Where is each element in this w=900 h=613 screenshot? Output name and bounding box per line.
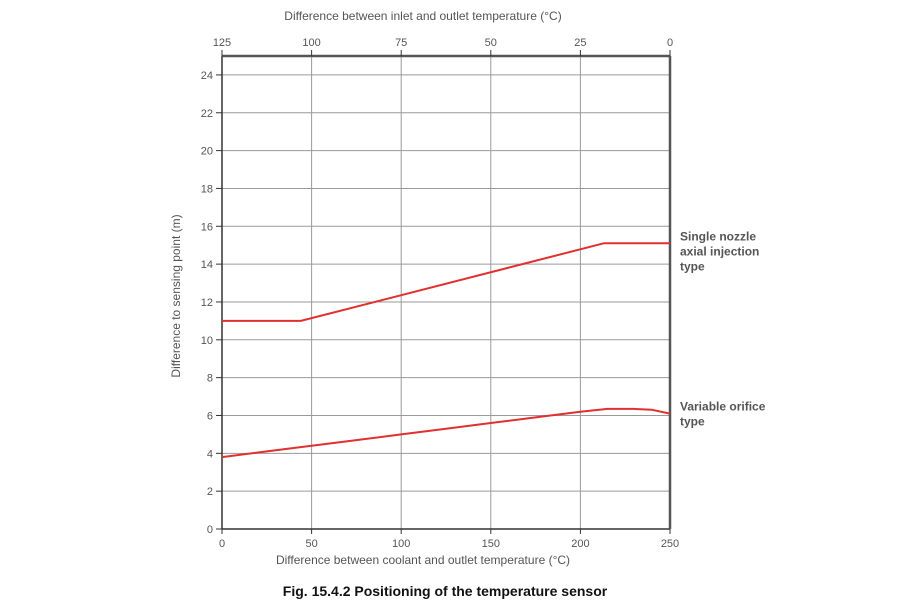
x2-tick-label: 75 xyxy=(395,37,407,49)
series-label-2: type xyxy=(680,415,705,429)
x-tick-label: 100 xyxy=(392,538,410,550)
x-axis-top-title: Difference between inlet and outlet temp… xyxy=(284,9,561,23)
y-tick-label: 22 xyxy=(201,108,213,120)
y-tick-label: 16 xyxy=(201,221,213,233)
grid xyxy=(222,56,670,529)
y-tick-label: 4 xyxy=(207,448,213,460)
x-tick-label: 150 xyxy=(482,538,500,550)
y-tick-label: 20 xyxy=(201,146,213,158)
x-axis-top: 125 100 75 50 25 0 xyxy=(213,37,673,56)
plot-frame xyxy=(221,54,672,530)
series-label-1: axial injection xyxy=(680,244,759,258)
series-line-1 xyxy=(222,242,670,322)
figure-caption: Fig. 15.4.2 Positioning of the temperatu… xyxy=(283,583,608,599)
y-axis-title: Difference to sensing point (m) xyxy=(169,214,183,377)
x-tick-label: 0 xyxy=(219,538,225,550)
y-tick-label: 10 xyxy=(201,335,213,347)
series-label-2: Variable orifice xyxy=(680,400,766,414)
x2-tick-label: 100 xyxy=(302,37,320,49)
x-axis-bottom: 0 50 100 150 200 250 xyxy=(219,529,679,550)
x-tick-label: 50 xyxy=(305,538,317,550)
series-line-2 xyxy=(221,407,671,459)
y-tick-label: 18 xyxy=(201,183,213,195)
y-tick-label: 2 xyxy=(207,486,213,498)
y-tick-label: 8 xyxy=(207,373,213,385)
x-tick-label: 200 xyxy=(571,538,589,550)
x2-tick-label: 50 xyxy=(485,37,497,49)
series-label-1: Single nozzle xyxy=(680,229,756,243)
y-tick-label: 24 xyxy=(201,70,213,82)
x2-tick-label: 125 xyxy=(213,37,231,49)
x-axis-title: Difference between coolant and outlet te… xyxy=(276,553,570,567)
series-label-1: type xyxy=(680,259,705,273)
x-tick-label: 250 xyxy=(661,538,679,550)
x2-tick-label: 0 xyxy=(667,37,673,49)
y-tick-label: 12 xyxy=(201,297,213,309)
y-tick-label: 0 xyxy=(207,524,213,536)
x2-tick-label: 25 xyxy=(574,37,586,49)
series-lines xyxy=(221,242,671,459)
y-tick-label: 14 xyxy=(201,259,213,271)
y-tick-label: 6 xyxy=(207,410,213,422)
